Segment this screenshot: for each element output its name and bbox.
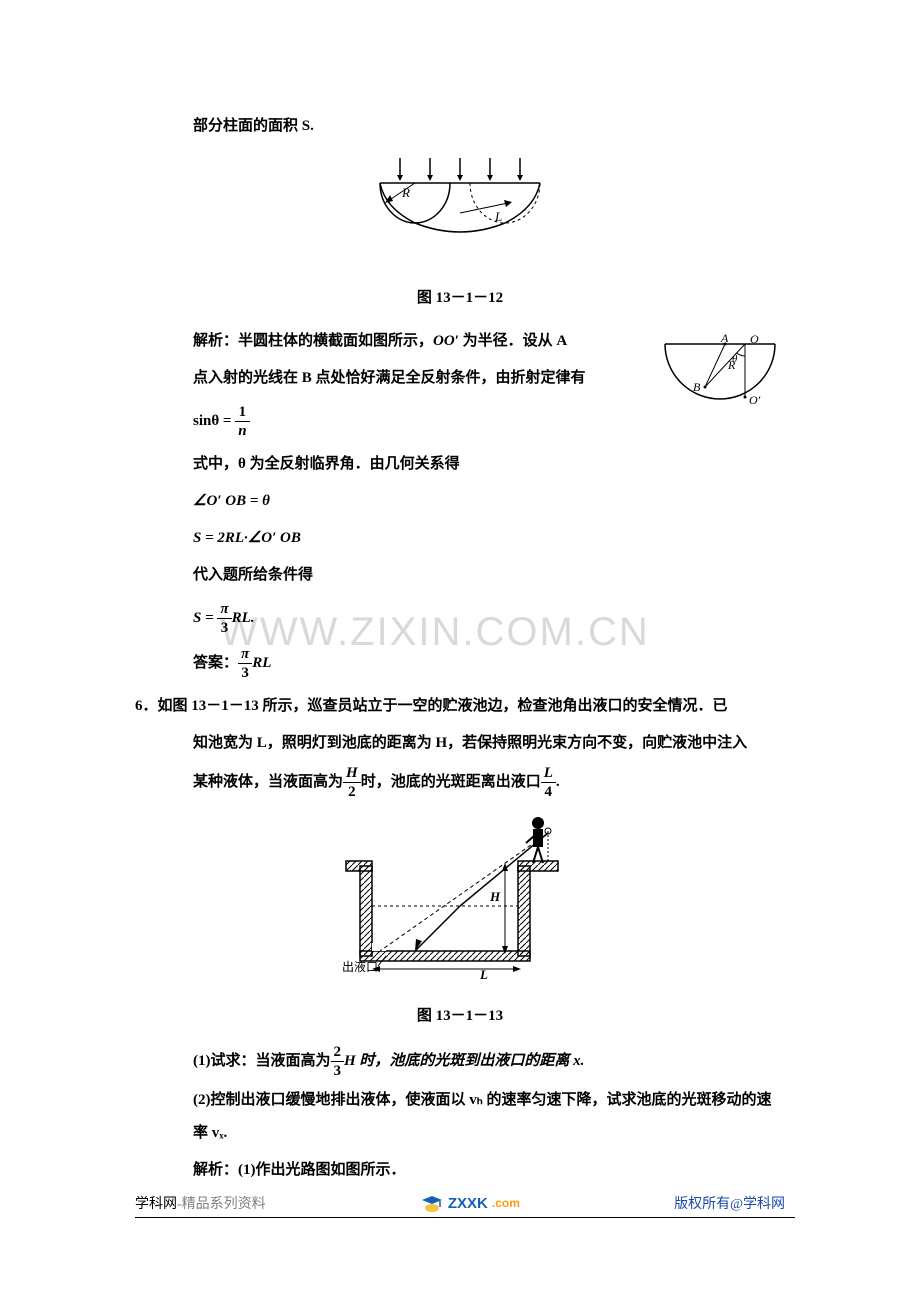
sub-question-1: (1)试求：当液面高为23H 时，池底的光斑到出液口的距离 x.: [135, 1043, 785, 1080]
svg-text:L: L: [479, 967, 488, 981]
figure-2: H L 出液口 图 13－1－13: [135, 811, 785, 1033]
graduation-cap-icon: [420, 1192, 444, 1214]
s-text: 部分柱面的面积 S.: [193, 118, 314, 134]
equation-4: S = π3RL.: [135, 600, 785, 637]
footer-left: 学科网-精品系列资料: [135, 1193, 266, 1213]
svg-text:出液口: 出液口: [342, 959, 378, 974]
cylinder-diagram: R L: [360, 153, 560, 263]
svg-text:O: O: [750, 332, 759, 346]
text-line-1: 部分柱面的面积 S.: [135, 110, 785, 143]
question-6-line-2: 知池宽为 L，照明灯到池底的距离为 H，若保持照明光束方向不变，向贮液池中注入: [135, 727, 785, 760]
equation-2: ∠O′ OB = θ: [135, 485, 785, 518]
figure-1: R L 图 13－1－12: [135, 153, 785, 315]
footer-logo: ZXXK.com: [420, 1192, 520, 1214]
svg-text:B: B: [693, 380, 701, 394]
svg-text:R: R: [401, 185, 410, 200]
svg-text:L: L: [494, 209, 502, 224]
analysis-line-4: 代入题所给条件得: [135, 559, 785, 592]
equation-3: S = 2RL·∠O′ OB: [135, 522, 785, 555]
svg-text:H: H: [489, 889, 501, 904]
question-6-line-1: 6．如图 13－1－13 所示，巡查员站立于一空的贮液池边，检查池角出液口的安全…: [135, 690, 785, 723]
sub-question-2: (2)控制出液口缓慢地排出液体，使液面以 vₕ 的速率匀速下降，试求池底的光斑移…: [135, 1084, 785, 1150]
figure-2-caption: 图 13－1－13: [135, 1000, 785, 1033]
analysis-line-3: 式中，θ 为全反射临界角．由几何关系得: [135, 448, 785, 481]
footer-divider: [135, 1217, 795, 1218]
side-figure: O A R θ B O′: [655, 329, 785, 452]
footer-right: 版权所有@学科网: [674, 1193, 785, 1213]
figure-1-caption: 图 13－1－12: [135, 282, 785, 315]
solution-start: 解析：(1)作出光路图如图所示．: [135, 1154, 785, 1187]
svg-text:O′: O′: [749, 393, 761, 407]
question-6-line-3: 某种液体，当液面高为H2时，池底的光斑距离出液口L4.: [135, 764, 785, 801]
answer-line: 答案：π3RL: [135, 645, 785, 682]
page-footer: 学科网-精品系列资料 ZXXK.com 版权所有@学科网: [135, 1192, 785, 1214]
svg-text:θ: θ: [732, 353, 738, 365]
